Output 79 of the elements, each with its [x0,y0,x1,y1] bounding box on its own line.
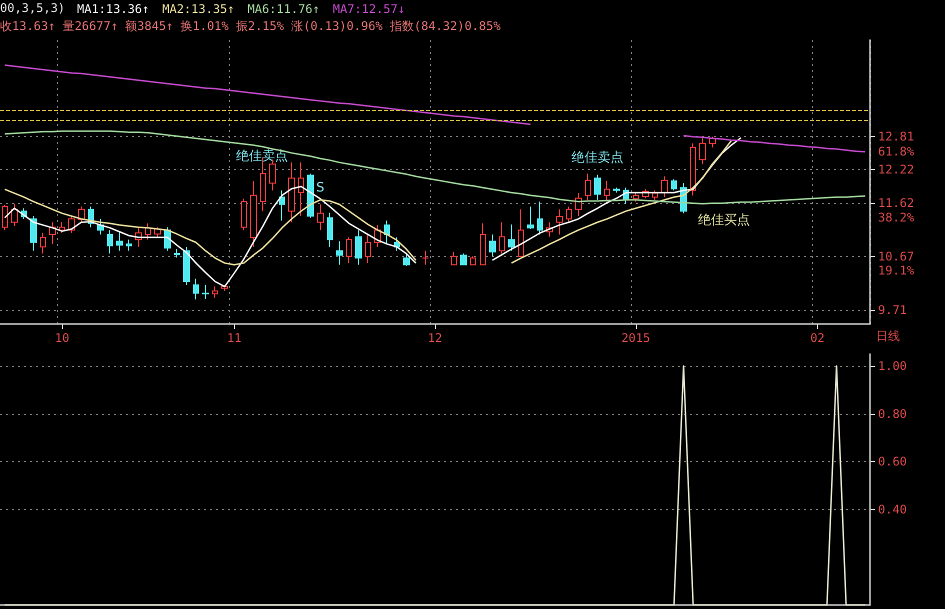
candlestick [126,239,132,252]
candlestick [451,251,457,266]
annotation: 绝佳买点 [698,213,750,228]
candlestick [174,248,180,258]
candlestick [661,176,668,198]
candlestick [422,250,429,266]
y-tick-label: 10.67 [878,249,914,264]
candlestick [307,173,314,218]
x-tick-label: 2015 [621,331,650,345]
candlestick [594,174,601,200]
candlestick [604,180,610,202]
x-tick-label: 02 [810,331,825,345]
y2-tick-label: 19.1% [878,264,915,278]
candlestick [384,220,390,245]
chart-title: 00,3,5,3) [0,1,66,15]
candlestick [460,253,467,266]
candlestick [556,208,563,236]
candlestick [202,284,209,300]
candlestick [30,216,37,252]
candlestick [403,253,410,266]
candlestick [346,236,352,264]
candlestick [652,190,658,200]
candlestick [699,136,706,165]
candlestick [317,204,324,231]
candlestick [279,190,285,222]
candlestick [365,234,371,264]
y-tick-label: 0.80 [878,406,907,421]
candlestick [508,224,515,252]
candlestick [489,234,496,257]
x-axis-title: 日线 [876,329,900,343]
candlestick [193,278,199,300]
candlestick [690,142,696,196]
candlestick [298,162,304,217]
y-tick-label: 0.60 [878,454,907,469]
candlestick [327,212,333,248]
candlestick [537,201,543,236]
candlestick [336,240,343,266]
y2-tick-label: 61.8% [878,144,915,158]
y-tick-label: 12.81 [878,130,914,144]
chart-subtitle: 收13.63↑ 量26677↑ 额3845↑ 换1.01% 振2.15% 涨(0.13)0.96% 指数(84.32)0.85% [0,19,502,33]
candlestick [613,187,620,194]
candlestick [585,173,591,200]
text: MA7:12.57↓ [332,2,405,16]
candlestick [250,180,257,248]
candlestick [355,230,362,266]
x-tick-label: 12 [428,331,442,345]
text: MA2:13.35↑ [162,2,234,16]
candlestick [527,206,534,230]
candlestick [288,162,295,223]
x-tick-label: 11 [227,331,242,345]
candlestick [671,178,677,191]
candlestick [518,208,524,257]
y-tick-label: 12.22 [878,162,914,177]
line-series [4,130,866,205]
candlestick [241,198,247,231]
candlestick [107,230,113,254]
y-tick-label: 1.00 [878,358,907,373]
candlestick [212,286,218,298]
candlestick [566,206,572,223]
candlestick [183,246,190,286]
candlestick [470,256,476,266]
candlestick [59,222,65,234]
candlestick [480,222,486,266]
y2-tick-label: 38.2% [878,210,915,224]
text: MA1:13.36↑ [77,2,150,16]
candlestick [11,203,18,227]
candlestick [2,204,8,231]
candlestick [499,222,505,254]
y-tick-label: 9.71 [878,303,907,318]
x-tick-label: 10 [54,331,70,345]
text: MA6:11.76↑ [247,2,320,16]
candlestick [116,231,123,252]
annotation: S [316,180,324,196]
candlestick [633,192,639,202]
candlestick [40,232,46,254]
annotation: 绝佳卖点 [572,150,624,166]
candlestick [145,222,151,240]
y-tick-label: 0.40 [878,502,907,516]
y-tick-label: 11.62 [878,196,914,210]
